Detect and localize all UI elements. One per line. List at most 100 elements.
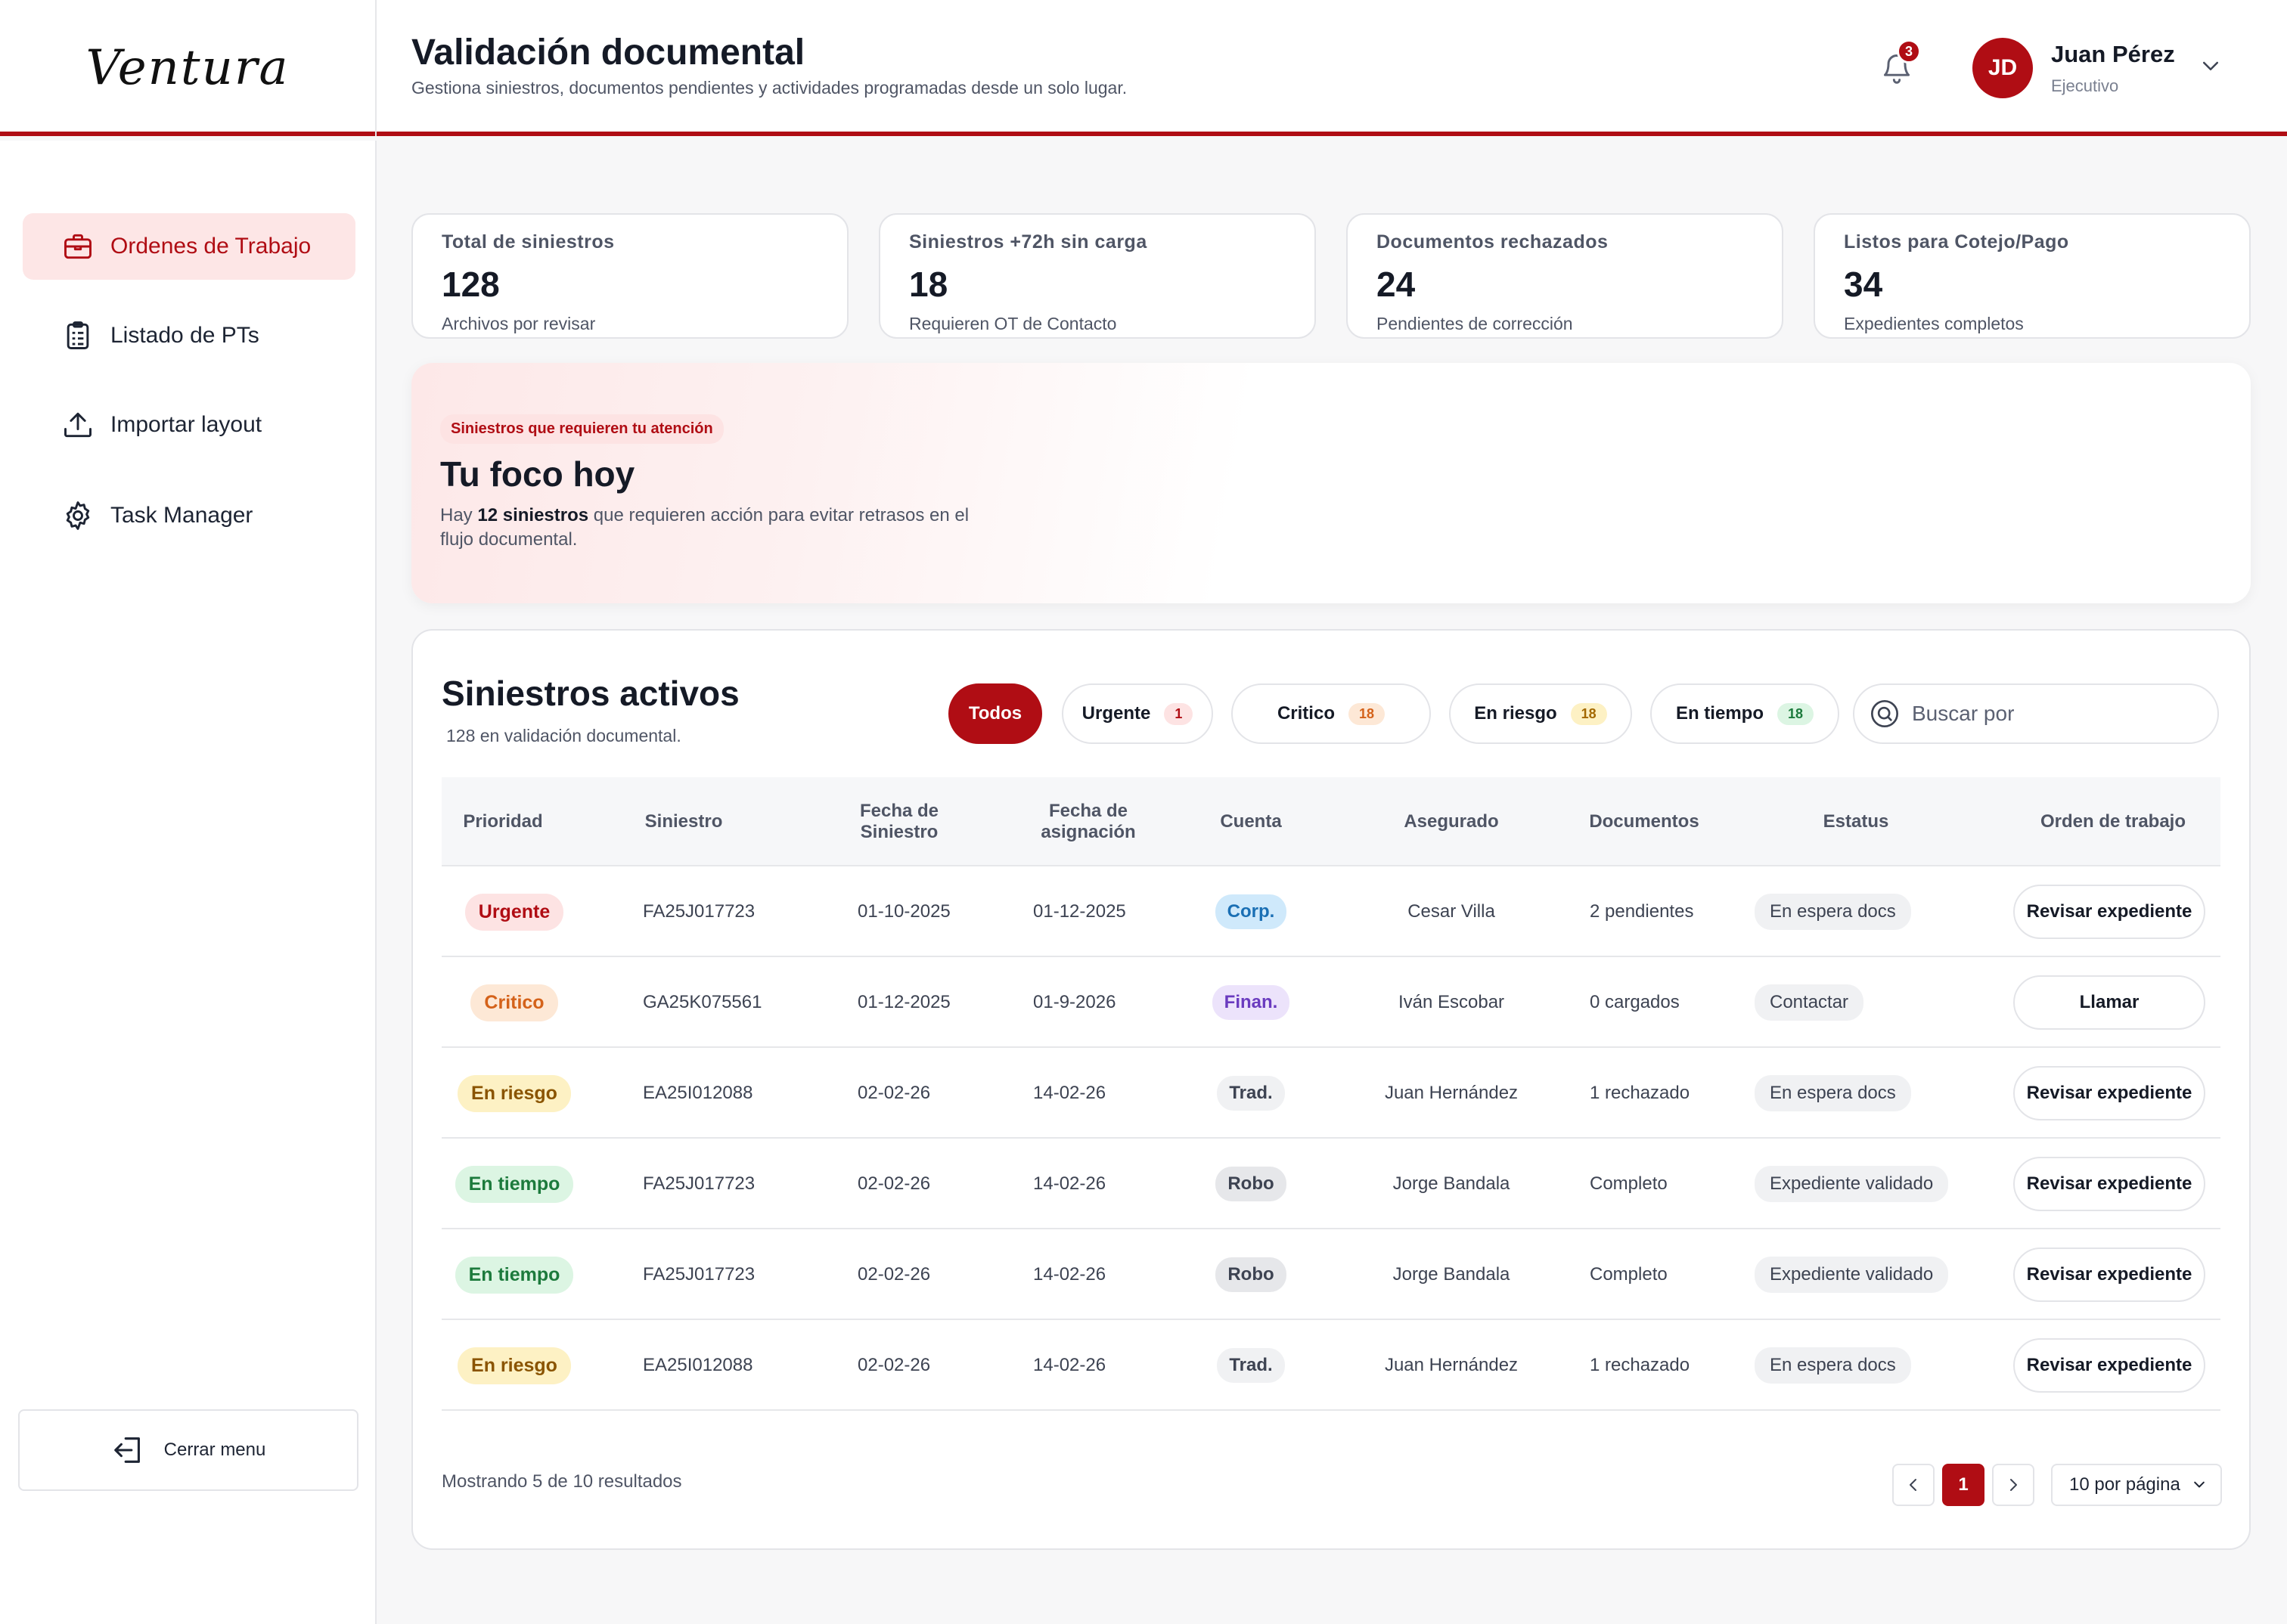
table-row[interactable]: Urgente FA25J017723 01-10-2025 01-12-2025 Co…: [442, 866, 2220, 957]
status-badge: En espera docs: [1755, 1347, 1911, 1384]
stat-title: Listos para Cotejo/Pago: [1844, 231, 2069, 253]
claim-id-text: FA25J017723: [643, 1264, 756, 1285]
stat-card-total[interactable]: Total de siniestros 128 Archivos por rev…: [411, 213, 849, 339]
filter-urgente[interactable]: Urgente 1: [1062, 683, 1213, 744]
call-button[interactable]: Llamar: [2013, 975, 2205, 1030]
work-order-cell: Revisar expediente: [2007, 866, 2211, 957]
account-badge: Finan.: [1212, 985, 1290, 1020]
claim-id-text: FA25J017723: [643, 1173, 756, 1194]
account-cell: Trad.: [1183, 1320, 1319, 1411]
filter-count-badge: 1: [1164, 702, 1193, 725]
sidebar-item-listado-de-pts[interactable]: Listado de PTs: [23, 302, 355, 369]
column-header-fecha-asignacion[interactable]: Fecha de asignación: [1041, 801, 1136, 842]
documents-cell: 2 pendientes: [1590, 866, 1741, 957]
priority-cell: En riesgo: [454, 1048, 575, 1139]
avatar[interactable]: JD: [1972, 38, 2033, 98]
column-header-cuenta[interactable]: Cuenta: [1220, 811, 1282, 832]
documents-text: 1 rechazado: [1590, 1083, 1690, 1103]
filter-critico[interactable]: Critico 18: [1231, 683, 1431, 744]
column-header-documentos[interactable]: Documentos: [1589, 811, 1699, 832]
stat-card-rechazados[interactable]: Documentos rechazados 24 Pendientes de c…: [1346, 213, 1783, 339]
filter-en-riesgo[interactable]: En riesgo 18: [1449, 683, 1632, 744]
prev-page-button[interactable]: [1892, 1464, 1935, 1506]
notification-count-badge: 3: [1897, 39, 1921, 64]
documents-text: Completo: [1590, 1173, 1668, 1194]
sidebar-item-ordenes-de-trabajo[interactable]: Ordenes de Trabajo: [23, 213, 355, 280]
column-header-prioridad[interactable]: Prioridad: [463, 811, 543, 832]
insured-cell: Iván Escobar: [1357, 957, 1546, 1048]
close-menu-button[interactable]: Cerrar menu: [18, 1409, 358, 1491]
documents-text: 1 rechazado: [1590, 1355, 1690, 1375]
claims-table: Prioridad Siniestro Fecha de Siniestro F…: [442, 777, 2220, 1411]
stat-card-72h[interactable]: Siniestros +72h sin carga 18 Requieren O…: [879, 213, 1316, 339]
documents-text: Completo: [1590, 1264, 1668, 1285]
claim-id-cell: FA25J017723: [643, 866, 794, 957]
column-header-orden-trabajo[interactable]: Orden de trabajo: [2040, 811, 2186, 832]
priority-cell: En tiempo: [454, 1139, 575, 1229]
briefcase-icon: [61, 229, 95, 264]
search-input[interactable]: [1912, 702, 2199, 726]
assign-date-cell: 01-12-2025: [1033, 866, 1147, 957]
table-row[interactable]: En riesgo EA25I012088 02-02-26 14-02-26 Trad…: [442, 1048, 2220, 1139]
bell-icon[interactable]: [1880, 50, 1913, 86]
account-badge: Trad.: [1217, 1348, 1285, 1383]
status-cell: En espera docs: [1755, 866, 1989, 957]
claim-id-cell: EA25I012088: [643, 1320, 794, 1411]
insured-text: Juan Hernández: [1384, 1083, 1519, 1103]
review-file-button[interactable]: Revisar expediente: [2013, 885, 2205, 939]
page-1-button[interactable]: 1: [1942, 1464, 1984, 1506]
claim-date-text: 01-12-2025: [858, 992, 951, 1012]
per-page-select[interactable]: 10 por página: [2051, 1464, 2222, 1506]
documents-cell: 0 cargados: [1590, 957, 1741, 1048]
review-file-button[interactable]: Revisar expediente: [2013, 1066, 2205, 1120]
table-row[interactable]: En riesgo EA25I012088 02-02-26 14-02-26 Trad…: [442, 1320, 2220, 1411]
filter-label: En tiempo: [1675, 703, 1764, 724]
assign-date-text: 14-02-26: [1033, 1264, 1106, 1285]
column-header-asegurado[interactable]: Asegurado: [1404, 811, 1499, 832]
review-file-button[interactable]: Revisar expediente: [2013, 1157, 2205, 1211]
insured-cell: Juan Hernández: [1357, 1320, 1546, 1411]
status-badge: Contactar: [1755, 984, 1864, 1021]
insured-text: Jorge Bandala: [1392, 1264, 1510, 1285]
account-cell: Trad.: [1183, 1048, 1319, 1139]
column-header-estatus[interactable]: Estatus: [1823, 811, 1889, 832]
review-file-button[interactable]: Revisar expediente: [2013, 1338, 2205, 1393]
filter-en-tiempo[interactable]: En tiempo 18: [1650, 683, 1839, 744]
account-cell: Robo: [1183, 1139, 1319, 1229]
filter-todos[interactable]: Todos: [948, 683, 1042, 744]
ventura-logo[interactable]: Ventura: [85, 40, 289, 96]
stat-title: Siniestros +72h sin carga: [909, 231, 1147, 253]
next-page-button[interactable]: [1992, 1464, 2034, 1506]
account-badge: Corp.: [1215, 894, 1287, 929]
assign-date-text: 01-12-2025: [1033, 901, 1126, 922]
column-header-fecha-siniestro[interactable]: Fecha de Siniestro: [859, 801, 939, 842]
claim-date-cell: 02-02-26: [858, 1320, 964, 1411]
sidebar-item-task-manager[interactable]: Task Manager: [23, 482, 355, 549]
status-cell: En espera docs: [1755, 1048, 1989, 1139]
stat-card-cotejo[interactable]: Listos para Cotejo/Pago 34 Expedientes c…: [1814, 213, 2251, 339]
work-order-cell: Revisar expediente: [2007, 1139, 2211, 1229]
account-cell: Robo: [1183, 1229, 1319, 1320]
table-row[interactable]: En tiempo FA25J017723 02-02-26 14-02-26 Robo…: [442, 1229, 2220, 1320]
status-badge: En espera docs: [1755, 1075, 1911, 1111]
sidebar: Ordenes de Trabajo Listado de PTs Import…: [0, 141, 377, 1624]
filter-label: Urgente: [1081, 703, 1151, 724]
column-header-siniestro[interactable]: Siniestro: [644, 811, 723, 832]
review-file-button[interactable]: Revisar expediente: [2013, 1247, 2205, 1302]
claim-id-cell: FA25J017723: [643, 1139, 794, 1229]
table-row[interactable]: Critico GA25K075561 01-12-2025 01-9-2026 Fin…: [442, 957, 2220, 1048]
sidebar-item-label: Ordenes de Trabajo: [110, 234, 312, 259]
claim-id-cell: GA25K075561: [643, 957, 794, 1048]
filter-label: Critico: [1277, 703, 1335, 724]
section-subtitle: 128 en validación documental.: [446, 726, 681, 745]
chevron-down-icon[interactable]: [2199, 59, 2222, 74]
user-name: Juan Pérez: [2051, 41, 2175, 67]
claim-date-text: 02-02-26: [858, 1083, 931, 1103]
sidebar-item-importar-layout[interactable]: Importar layout: [23, 392, 355, 458]
filter-label: En riesgo: [1474, 703, 1557, 724]
search-box[interactable]: [1853, 683, 2219, 744]
results-count: Mostrando 5 de 10 resultados: [442, 1471, 682, 1492]
table-row[interactable]: En tiempo FA25J017723 02-02-26 14-02-26 Robo…: [442, 1139, 2220, 1229]
insured-cell: Juan Hernández: [1357, 1048, 1546, 1139]
logo-wordmark: Ventura: [85, 40, 290, 96]
